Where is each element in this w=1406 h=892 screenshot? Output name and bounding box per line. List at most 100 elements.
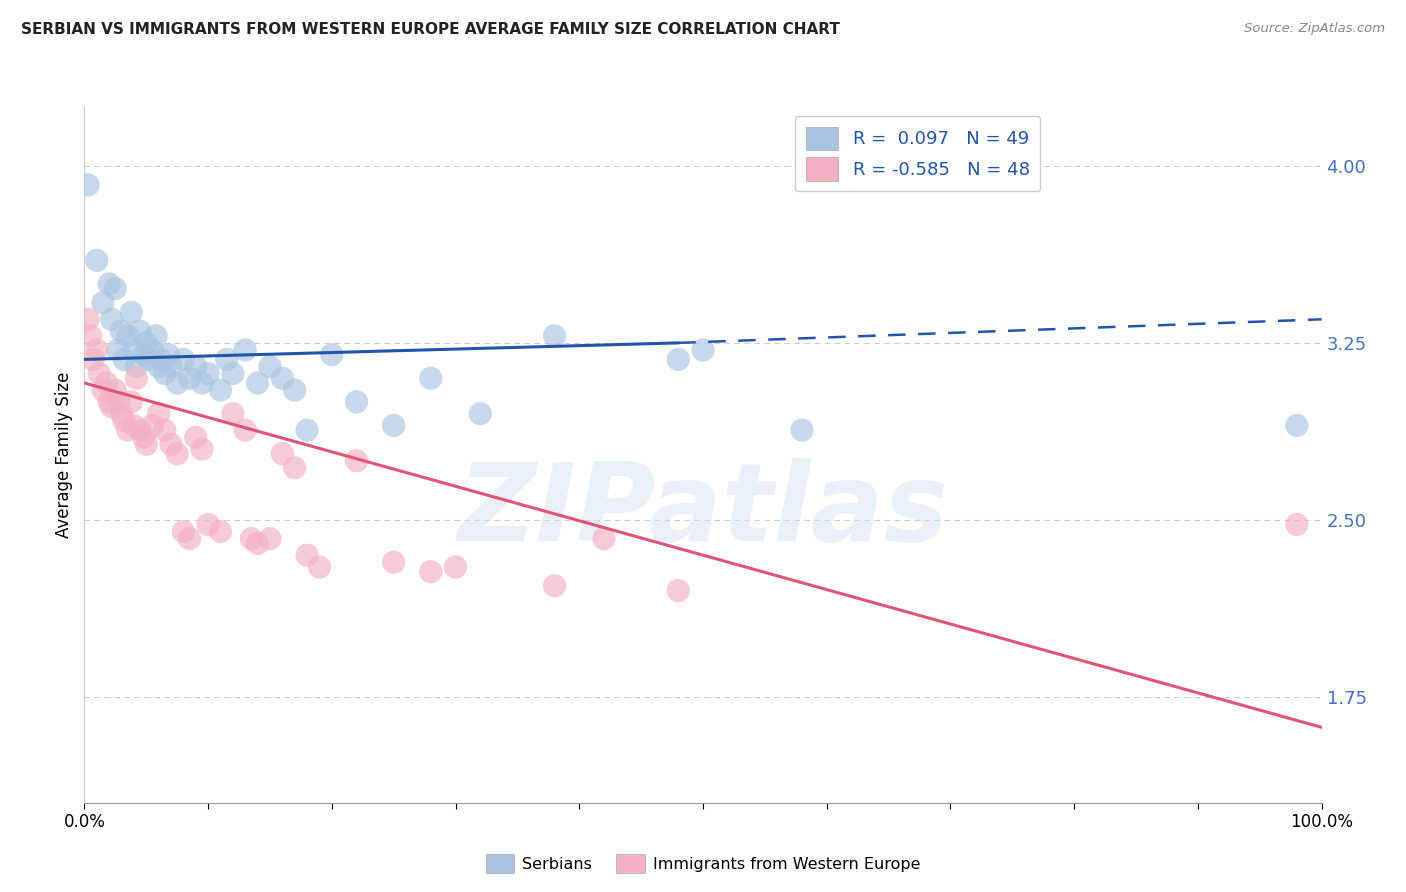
Point — [117, 328, 139, 343]
Point — [141, 343, 163, 357]
Point — [153, 423, 176, 437]
Point — [543, 579, 565, 593]
Text: Source: ZipAtlas.com: Source: ZipAtlas.com — [1244, 22, 1385, 36]
Point — [148, 359, 170, 374]
Point — [132, 430, 155, 444]
Point — [209, 383, 232, 397]
Point — [382, 418, 405, 433]
Point — [184, 359, 207, 374]
Point — [160, 359, 183, 374]
Point — [382, 555, 405, 569]
Point — [184, 430, 207, 444]
Point — [271, 371, 294, 385]
Point — [191, 376, 214, 390]
Point — [346, 395, 368, 409]
Point — [79, 328, 101, 343]
Point — [91, 295, 114, 310]
Point — [122, 418, 145, 433]
Point — [96, 376, 118, 390]
Point — [125, 371, 148, 385]
Point — [148, 407, 170, 421]
Point — [135, 437, 157, 451]
Point — [77, 312, 100, 326]
Point — [692, 343, 714, 357]
Point — [197, 517, 219, 532]
Point — [179, 371, 201, 385]
Point — [215, 352, 238, 367]
Point — [129, 324, 152, 338]
Point — [543, 328, 565, 343]
Point — [98, 277, 121, 291]
Point — [77, 178, 100, 192]
Point — [240, 532, 263, 546]
Text: SERBIAN VS IMMIGRANTS FROM WESTERN EUROPE AVERAGE FAMILY SIZE CORRELATION CHART: SERBIAN VS IMMIGRANTS FROM WESTERN EUROP… — [21, 22, 839, 37]
Point — [666, 583, 689, 598]
Point — [120, 305, 142, 319]
Point — [157, 348, 180, 362]
Point — [166, 447, 188, 461]
Point — [233, 423, 256, 437]
Point — [419, 371, 441, 385]
Point — [233, 343, 256, 357]
Point — [86, 343, 108, 357]
Point — [122, 343, 145, 357]
Point — [209, 524, 232, 539]
Point — [259, 359, 281, 374]
Point — [790, 423, 813, 437]
Point — [222, 367, 245, 381]
Point — [120, 395, 142, 409]
Point — [112, 352, 135, 367]
Point — [132, 348, 155, 362]
Point — [107, 343, 129, 357]
Point — [308, 560, 330, 574]
Point — [82, 352, 104, 367]
Point — [138, 352, 160, 367]
Point — [419, 565, 441, 579]
Point — [470, 407, 492, 421]
Point — [145, 328, 167, 343]
Point — [191, 442, 214, 456]
Point — [666, 352, 689, 367]
Point — [1285, 517, 1308, 532]
Point — [110, 407, 132, 421]
Point — [108, 395, 131, 409]
Point — [179, 532, 201, 546]
Point — [197, 367, 219, 381]
Point — [166, 376, 188, 390]
Point — [259, 532, 281, 546]
Point — [110, 324, 132, 338]
Point — [246, 536, 269, 550]
Text: ZIPatlas: ZIPatlas — [457, 458, 949, 564]
Point — [222, 407, 245, 421]
Point — [172, 352, 194, 367]
Point — [321, 348, 343, 362]
Point — [284, 383, 307, 397]
Point — [295, 548, 318, 562]
Point — [100, 312, 122, 326]
Point — [271, 447, 294, 461]
Legend: Serbians, Immigrants from Western Europe: Serbians, Immigrants from Western Europe — [479, 847, 927, 880]
Point — [117, 423, 139, 437]
Legend: R =  0.097   N = 49, R = -0.585   N = 48: R = 0.097 N = 49, R = -0.585 N = 48 — [794, 116, 1040, 192]
Point — [112, 414, 135, 428]
Point — [100, 400, 122, 414]
Point — [1285, 418, 1308, 433]
Point — [135, 335, 157, 350]
Point — [98, 395, 121, 409]
Point — [86, 253, 108, 268]
Point — [444, 560, 467, 574]
Point — [160, 437, 183, 451]
Point — [125, 359, 148, 374]
Point — [246, 376, 269, 390]
Point — [150, 352, 173, 367]
Point — [295, 423, 318, 437]
Point — [153, 367, 176, 381]
Point — [104, 282, 127, 296]
Point — [91, 383, 114, 397]
Point — [346, 454, 368, 468]
Point — [129, 423, 152, 437]
Point — [141, 418, 163, 433]
Point — [89, 367, 111, 381]
Point — [104, 383, 127, 397]
Point — [284, 461, 307, 475]
